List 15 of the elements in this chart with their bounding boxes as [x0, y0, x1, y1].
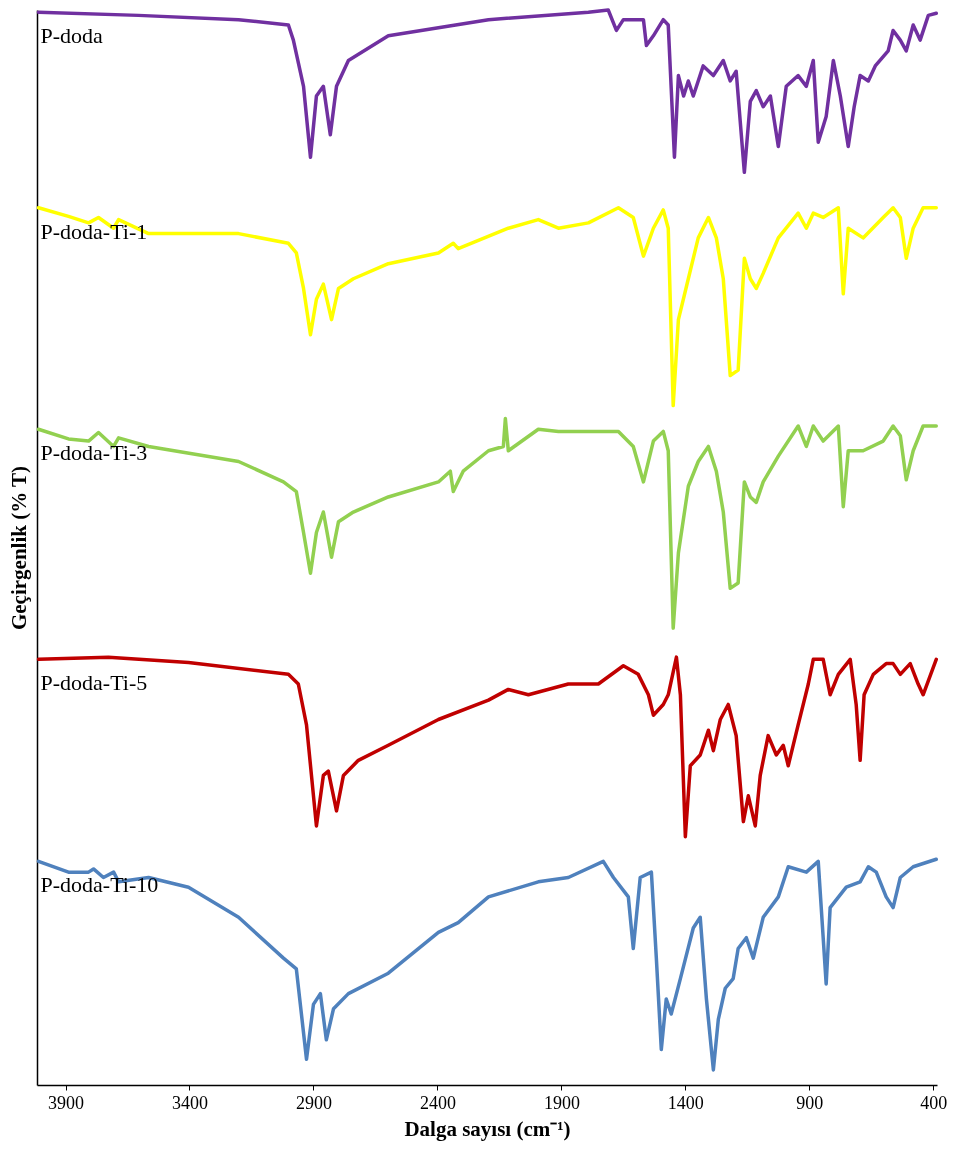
x-tick-label: 900 [796, 1092, 824, 1113]
x-tick-label: 2900 [295, 1092, 332, 1113]
series-label: P-doda [40, 23, 104, 49]
series-label: P-doda-Ti-5 [40, 670, 148, 696]
series-label: P-doda-Ti-10 [40, 872, 159, 898]
series-label: P-doda-Ti-3 [40, 440, 148, 466]
x-tick-label: 400 [920, 1092, 948, 1113]
x-tick-label: 1400 [667, 1092, 704, 1113]
x-tick-label: 3400 [171, 1092, 208, 1113]
x-axis-title: Dalga sayısı (cm⁻¹) [404, 1116, 571, 1141]
y-axis-title: Geçirgenlik (% T) [6, 465, 31, 631]
series-label: P-doda-Ti-1 [40, 218, 148, 244]
x-tick-label: 1900 [543, 1092, 580, 1113]
x-tick-label: 2400 [419, 1092, 456, 1113]
x-tick-label: 3900 [48, 1092, 85, 1113]
